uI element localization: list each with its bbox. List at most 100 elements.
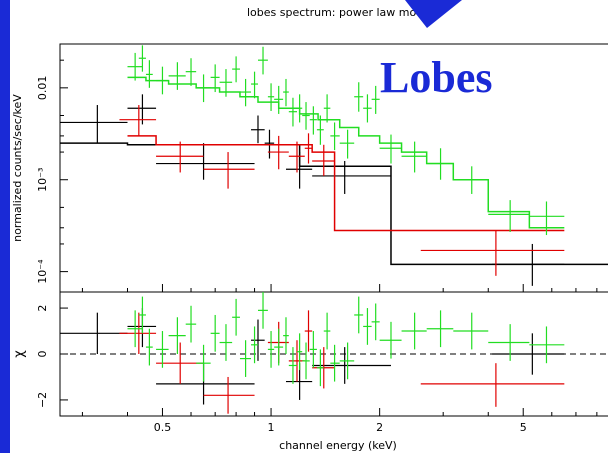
- data-point: [156, 143, 255, 180]
- residual-point: [156, 342, 204, 384]
- data-point: [60, 105, 128, 144]
- residual-point: [156, 363, 255, 405]
- residual-point: [354, 296, 364, 334]
- data-point: [453, 166, 489, 194]
- pointer-arrow-icon: [405, 0, 462, 28]
- axis-ticks: 0.5 1 2 5 10⁻⁴ 10⁻³ 0.01 −2 0 2: [36, 59, 608, 434]
- data-point: [426, 148, 454, 180]
- data-point: [267, 135, 289, 170]
- residual-point: [239, 340, 252, 377]
- data-point: [267, 83, 275, 111]
- data-point: [185, 58, 197, 86]
- data-point: [288, 141, 305, 173]
- y-tick-label-top: 10⁻³: [36, 168, 49, 192]
- x-tick-label: 5: [520, 421, 527, 434]
- data-point: [354, 82, 364, 112]
- residual-point: [296, 333, 303, 371]
- residual-point: [145, 328, 153, 366]
- residual-point: [267, 331, 275, 368]
- residual-point: [288, 340, 305, 382]
- x-tick-label: 0.5: [154, 421, 172, 434]
- data-point: [302, 102, 310, 130]
- lobes-label: Lobes: [380, 53, 492, 102]
- y-tick-label-top: 0.01: [36, 76, 49, 101]
- series-red_series: [119, 105, 565, 414]
- residual-point: [488, 324, 530, 361]
- residual-point: [210, 314, 220, 352]
- residual-point: [426, 310, 454, 348]
- data-point: [379, 134, 402, 164]
- data-point: [145, 60, 153, 88]
- residual-point: [309, 331, 317, 368]
- residual-point: [401, 312, 427, 350]
- data-point: [156, 141, 204, 173]
- residual-point: [323, 312, 331, 350]
- data-point: [304, 133, 313, 164]
- residual-point: [196, 344, 211, 382]
- data-point: [203, 152, 255, 189]
- chart-title: lobes spectrum: power law model: [247, 6, 433, 19]
- residual-point: [283, 317, 289, 354]
- residual-point: [371, 303, 380, 341]
- residual-point: [127, 310, 143, 348]
- data-point: [219, 69, 233, 97]
- model-step-line: [127, 135, 565, 232]
- residual-point: [379, 321, 402, 359]
- residual-point: [60, 312, 128, 354]
- chart-marks: [60, 45, 608, 414]
- residual-point: [138, 296, 146, 334]
- y-tick-label-residual: 2: [36, 305, 49, 312]
- residual-point: [453, 312, 489, 350]
- residual-point: [330, 344, 340, 382]
- data-point: [420, 230, 565, 276]
- data-point: [309, 106, 317, 135]
- pointer-arrow-shape: [405, 0, 462, 28]
- data-point: [330, 122, 340, 151]
- x-tick-label: 2: [376, 421, 383, 434]
- residual-point: [363, 308, 372, 345]
- residual-point: [185, 305, 197, 343]
- data-point: [138, 45, 146, 72]
- data-point: [239, 78, 252, 107]
- data-point: [119, 105, 157, 136]
- model-step-line: [127, 76, 565, 229]
- residual-point: [119, 312, 157, 354]
- x-tick-label: 1: [268, 421, 275, 434]
- residual-point: [168, 317, 186, 354]
- data-point: [168, 62, 186, 90]
- data-point: [196, 74, 211, 103]
- data-point: [312, 144, 335, 176]
- residual-point: [274, 328, 284, 366]
- data-point: [285, 152, 313, 189]
- data-point: [232, 56, 240, 83]
- y-axis-label-residual: χ: [12, 350, 27, 358]
- data-point: [371, 85, 380, 114]
- residual-point: [203, 376, 255, 414]
- x-axis-label: channel energy (keV): [279, 439, 397, 452]
- residual-point: [420, 363, 565, 407]
- residual-point: [316, 349, 324, 387]
- data-point: [210, 64, 220, 93]
- data-point: [274, 85, 284, 114]
- data-point: [296, 94, 303, 123]
- y-tick-label-top: 10⁻⁴: [36, 259, 49, 284]
- data-point: [257, 46, 268, 75]
- data-point: [156, 66, 169, 95]
- residual-point: [127, 308, 157, 348]
- data-point: [316, 115, 324, 145]
- data-point: [251, 115, 265, 144]
- chart-panel: [10, 0, 608, 453]
- residual-point: [529, 326, 565, 364]
- residual-point: [339, 342, 355, 380]
- data-point: [323, 94, 331, 123]
- y-tick-label-residual: −2: [36, 392, 49, 408]
- residual-point: [304, 310, 313, 352]
- data-point: [339, 129, 355, 159]
- y-axis-label-top: normalized counts/sec/keV: [11, 94, 24, 242]
- residual-point: [219, 324, 233, 361]
- residual-point: [312, 347, 391, 384]
- residual-point: [156, 331, 169, 368]
- residual-point: [251, 319, 265, 361]
- residual-point: [257, 292, 268, 329]
